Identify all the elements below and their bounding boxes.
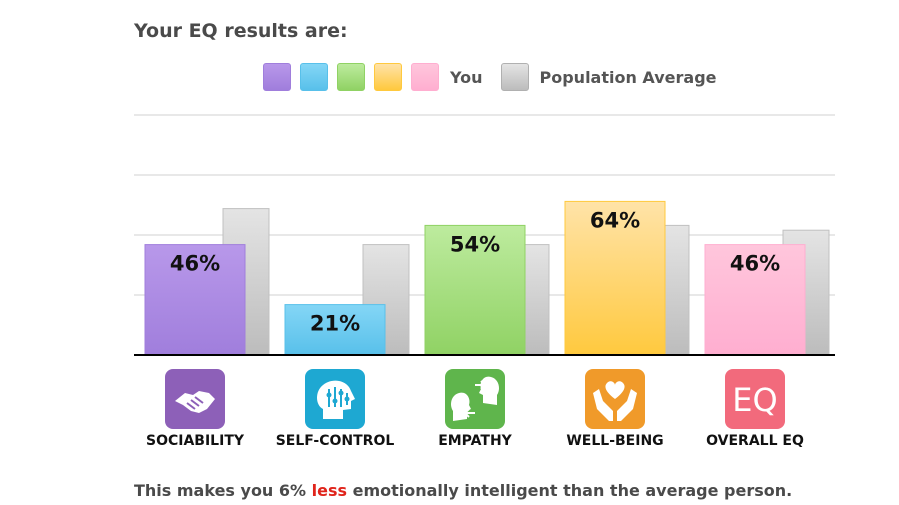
legend-swatch-overall-eq <box>411 63 439 91</box>
bar-value-label: 54% <box>450 232 500 256</box>
bar-value-label: 64% <box>590 208 640 232</box>
handshake-icon <box>165 369 225 429</box>
summary-highlight: less <box>311 481 348 500</box>
legend-swatch-sociability <box>263 63 291 91</box>
head-equalizer-icon <box>305 369 365 429</box>
bar-you <box>704 244 806 356</box>
category-label-sociability: SOCIABILITY <box>146 433 244 449</box>
category-label-self-control: SELF-CONTROL <box>275 433 395 449</box>
legend: You Population Average <box>263 61 735 93</box>
bar-you <box>564 200 666 356</box>
legend-swatch-well-being <box>374 63 402 91</box>
eq-icon-text: EQ <box>732 381 777 419</box>
result-summary: This makes you 6% less emotionally intel… <box>134 481 792 500</box>
bar-you <box>284 304 386 356</box>
hands-heart-icon <box>585 369 645 429</box>
bar-value-label: 46% <box>170 252 220 276</box>
legend-swatch-self-control <box>300 63 328 91</box>
category-label-overall-eq: OVERALL EQ <box>706 433 804 449</box>
summary-text-after: emotionally intelligent than the average… <box>347 481 793 500</box>
eq-icon: EQ <box>725 369 785 429</box>
category-label-well-being: WELL-BEING <box>566 433 664 449</box>
category-label-empathy: EMPATHY <box>438 433 512 449</box>
bar-you <box>424 224 526 356</box>
bar-you <box>144 244 246 356</box>
bar-value-label: 21% <box>310 312 360 336</box>
legend-swatch-population <box>500 63 529 91</box>
icon-background <box>725 369 785 429</box>
legend-label-population: Population Average <box>539 67 717 87</box>
results-title: Your EQ results are: <box>134 20 348 42</box>
summary-text-before: This makes you 6% <box>134 481 312 500</box>
legend-label-you: You <box>450 67 483 87</box>
two-faces-icon <box>445 369 505 429</box>
legend-swatch-empathy <box>337 63 365 91</box>
bar-value-label: 46% <box>730 252 780 276</box>
